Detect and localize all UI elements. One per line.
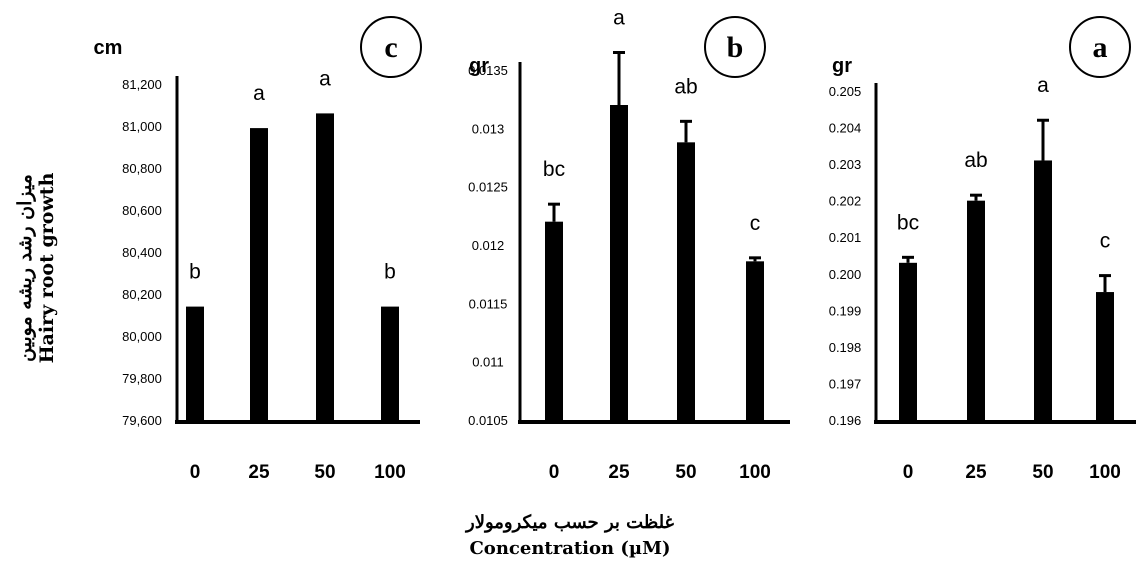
x-axis-label: غلظت بر حسب میکرومولار Concentration (µM…	[380, 510, 760, 562]
x-tick-label: 50	[675, 462, 696, 483]
x-tick-label: 50	[1032, 462, 1053, 483]
y-tick-label: 0.0125	[468, 180, 508, 195]
x-axis-label-english: Concentration (µM)	[469, 538, 671, 559]
bar-0	[186, 306, 204, 421]
x-axis-label-persian: غلظت بر حسب میکرومولار	[466, 512, 674, 533]
bar-100	[746, 261, 764, 421]
x-tick-label: 0	[903, 462, 914, 483]
y-tick-label: 0.199	[829, 303, 862, 318]
x-tick-label: 0	[190, 462, 201, 483]
bar-100	[381, 306, 399, 421]
y-tick-label: 80,000	[122, 329, 162, 344]
significance-letter: b	[189, 261, 201, 284]
y-tick-label: 81,000	[122, 119, 162, 134]
unit-label: gr	[469, 55, 489, 77]
x-tick-label: 25	[248, 462, 270, 483]
x-tick-label: 100	[1089, 462, 1121, 483]
significance-letter: a	[613, 7, 625, 30]
y-tick-label: 79,800	[122, 371, 162, 386]
significance-letter: a	[253, 82, 265, 105]
bar-50	[677, 142, 695, 422]
panel-letter: b	[727, 31, 744, 64]
x-tick-label: 50	[314, 462, 335, 483]
significance-letter: bc	[897, 211, 919, 234]
y-tick-label: 0.204	[829, 121, 862, 136]
x-tick-label: 100	[739, 462, 771, 483]
bar-0	[545, 221, 563, 421]
y-tick-label: 80,400	[122, 245, 162, 260]
y-tick-label: 79,600	[122, 413, 162, 428]
panel-letter-circle	[1069, 16, 1131, 78]
y-tick-label: 0.198	[829, 340, 862, 355]
y-tick-label: 0.203	[829, 157, 862, 172]
y-tick-label: 0.012	[472, 238, 505, 253]
chart-panel-b: 0.0105 0.011 0.0115 0.012 0.0125 0.013 0.0135g…	[468, 7, 790, 483]
significance-letter: c	[1100, 230, 1111, 253]
x-tick-label: 25	[608, 462, 630, 483]
significance-letter: bc	[543, 158, 565, 181]
y-tick-label: 0.202	[829, 194, 862, 209]
panel-letter-circle	[360, 16, 422, 78]
significance-letter: a	[319, 67, 331, 90]
y-tick-label: 0.201	[829, 230, 862, 245]
y-tick-label: 0.011	[472, 355, 504, 370]
y-tick-label: 81,200	[122, 77, 162, 92]
bar-25	[967, 200, 985, 421]
bar-100	[1096, 292, 1114, 421]
y-tick-label: 0.197	[829, 376, 862, 391]
significance-letter: b	[384, 261, 396, 284]
y-tick-label: 0.205	[829, 84, 862, 99]
y-axis-label-persian: میزان رشد ریشه موبین	[14, 174, 36, 362]
y-axis-label: میزان رشد ریشه موبین Hairy root growth	[6, 118, 66, 418]
bar-25	[610, 105, 628, 421]
panel-letter: c	[384, 31, 397, 64]
y-tick-label: 0.0115	[469, 296, 508, 311]
x-tick-label: 0	[549, 462, 560, 483]
y-axis-label-english: Hairy root growth	[36, 172, 58, 364]
y-tick-label: 80,600	[122, 203, 162, 218]
x-tick-label: 100	[374, 462, 406, 483]
y-tick-label: 0.196	[829, 413, 862, 428]
bar-50	[316, 113, 334, 422]
unit-label: gr	[832, 55, 852, 77]
y-tick-label: 80,200	[122, 287, 162, 302]
significance-letter: c	[750, 212, 761, 235]
significance-letter: ab	[964, 149, 987, 172]
y-tick-label: 0.013	[472, 121, 505, 136]
y-tick-label: 0.0135	[468, 63, 508, 78]
y-tick-label: 80,800	[122, 161, 162, 176]
x-tick-label: 25	[965, 462, 987, 483]
bar-50	[1034, 160, 1052, 421]
bar-0	[899, 262, 917, 421]
y-tick-label: 0.0105	[468, 413, 508, 428]
y-tick-label: 0.200	[829, 267, 862, 282]
significance-letter: a	[1037, 74, 1049, 97]
bar-25	[250, 128, 268, 421]
chart-panel-a: 0.196 0.197 0.198 0.199 0.200 0.201 0.202 0.203…	[829, 16, 1136, 483]
significance-letter: ab	[674, 75, 697, 98]
unit-label: cm	[94, 37, 123, 59]
panel-letter-circle	[704, 16, 766, 78]
chart-panel-c: 79,600 79,800 80,000 80,200 80,400 80,600 80,8…	[94, 16, 422, 483]
panel-letter: a	[1093, 31, 1108, 64]
